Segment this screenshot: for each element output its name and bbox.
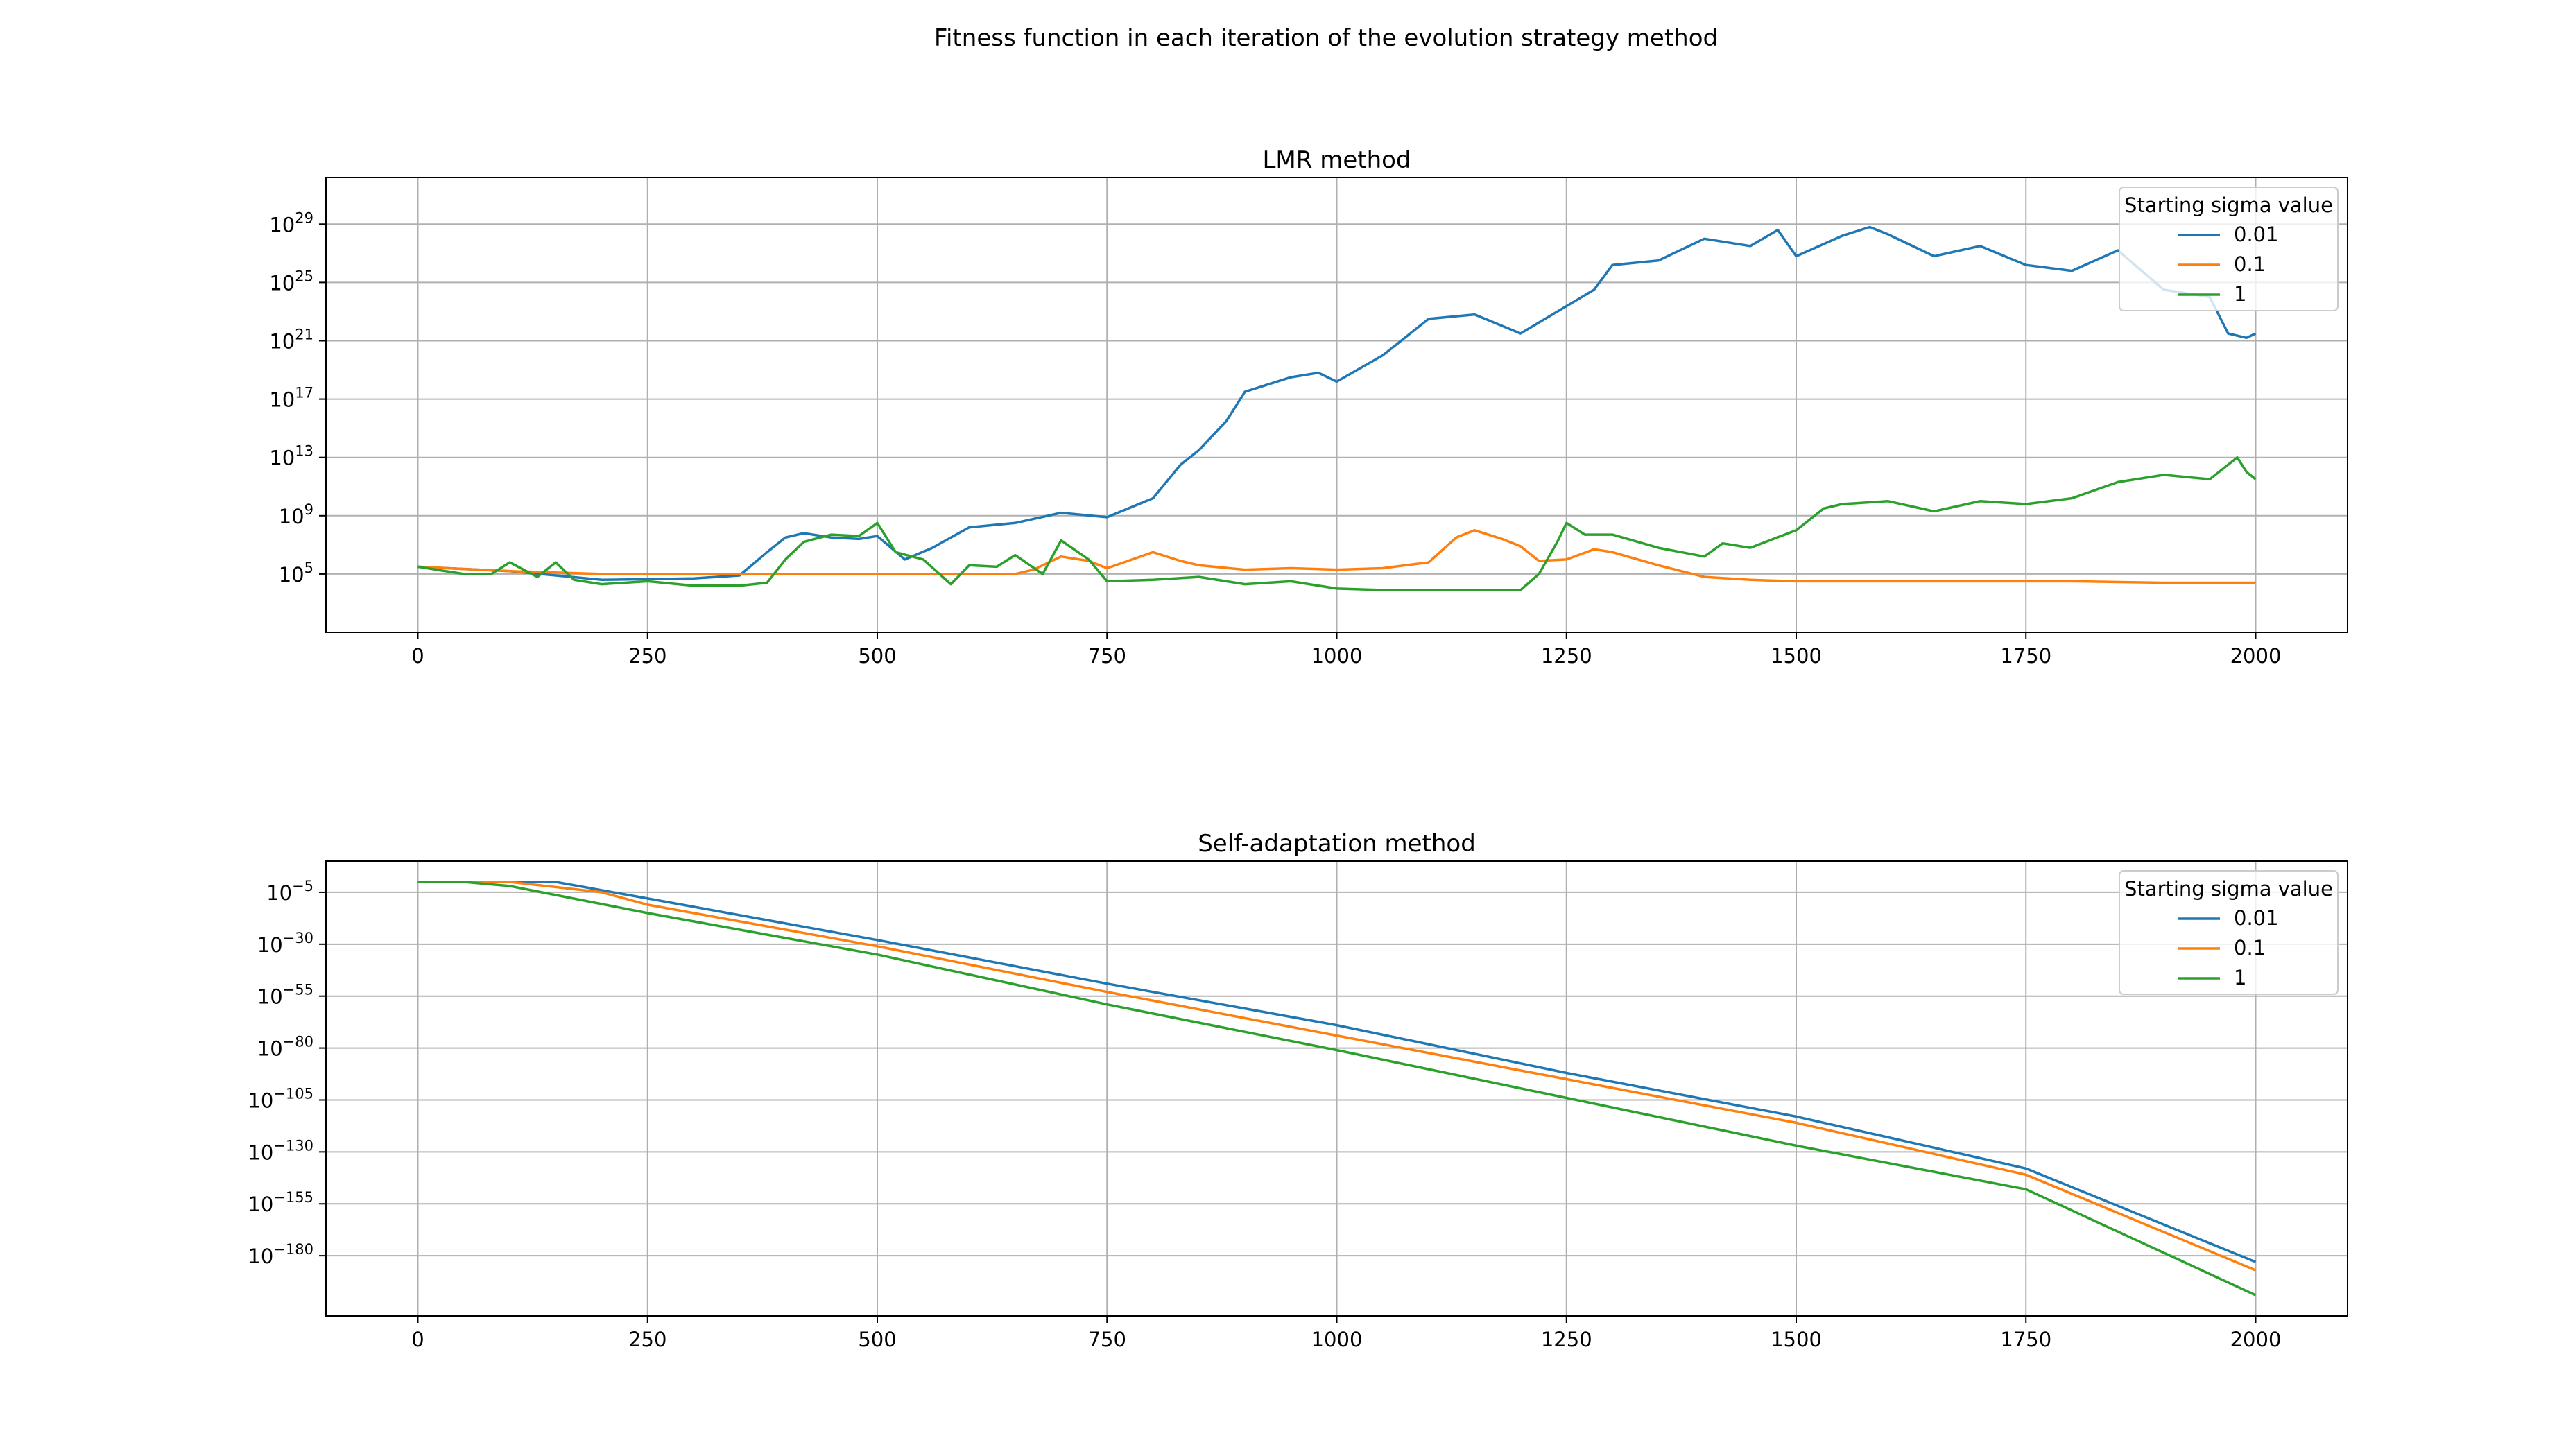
x-tick-label: 2000: [2230, 644, 2282, 668]
y-tick-label: 109: [279, 501, 313, 528]
legend-label-0.01: 0.01: [2234, 906, 2279, 930]
legend-label-0.01: 0.01: [2234, 223, 2279, 246]
legend-label-0.1: 0.1: [2234, 252, 2266, 276]
y-tick-label: 1013: [269, 443, 313, 470]
x-tick-label: 1750: [2000, 1328, 2051, 1351]
x-tick-label: 250: [628, 1328, 666, 1351]
x-tick-label: 0: [411, 644, 424, 668]
series-line-1: [417, 456, 2257, 591]
y-tick-label: 1025: [269, 268, 313, 295]
y-tick-label: 10−180: [248, 1241, 313, 1268]
series-line-0.01: [417, 881, 2257, 1263]
y-tick-label: 1017: [269, 385, 313, 412]
y-tick-label: 10−130: [248, 1137, 313, 1164]
x-tick-label: 1250: [1541, 644, 1592, 668]
legend-label-0.1: 0.1: [2234, 936, 2266, 960]
lmr-subplot: 0 250 500 750 1000 1250 1500 1750 2000 105 109 1013…: [269, 146, 2348, 668]
series-line-1: [417, 881, 2257, 1297]
x-tick-label: 500: [858, 644, 896, 668]
x-tick-label: 1000: [1311, 1328, 1363, 1351]
x-tick-label: 0: [411, 1328, 424, 1351]
x-tick-label: 500: [858, 1328, 896, 1351]
x-tick-label: 1250: [1541, 1328, 1592, 1351]
x-tick-label: 250: [628, 644, 666, 668]
y-tick-label: 10−105: [248, 1085, 313, 1112]
y-tick-label: 10−5: [266, 878, 313, 905]
x-tick-label: 1000: [1311, 644, 1363, 668]
y-tick-label: 105: [279, 560, 313, 587]
x-tick-label: 2000: [2230, 1328, 2282, 1351]
legend-box: [2119, 187, 2339, 311]
series-line-0.1: [417, 529, 2256, 584]
y-tick-label: 10−155: [248, 1189, 313, 1216]
legend-title: Starting sigma value: [2124, 877, 2333, 901]
y-tick-label: 10−30: [257, 930, 313, 957]
axes-title: LMR method: [1262, 146, 1411, 174]
legend-label-1: 1: [2234, 966, 2246, 989]
axes-title: Self-adaptation method: [1198, 830, 1476, 858]
y-tick-label: 10−55: [257, 982, 313, 1009]
legend-label-1: 1: [2234, 282, 2246, 306]
y-tick-label: 1029: [269, 209, 313, 236]
x-tick-label: 1500: [1771, 644, 1822, 668]
legend-box: [2119, 870, 2339, 995]
x-tick-label: 750: [1088, 644, 1126, 668]
series-line-0.1: [417, 881, 2257, 1272]
x-tick-label: 750: [1088, 1328, 1126, 1351]
x-tick-label: 1500: [1771, 1328, 1822, 1351]
x-tick-label: 1750: [2000, 644, 2051, 668]
self-adaptation-subplot: 0 250 500 750 1000 1250 1500 1750 2000 10−5 10−30 1…: [248, 830, 2348, 1351]
y-tick-label: 10−80: [257, 1034, 313, 1061]
legend-title: Starting sigma value: [2124, 193, 2333, 217]
figure-suptitle: Fitness function in each iteration of th…: [934, 24, 1718, 52]
y-tick-label: 1021: [269, 326, 313, 353]
series-line-0.01: [417, 225, 2257, 582]
